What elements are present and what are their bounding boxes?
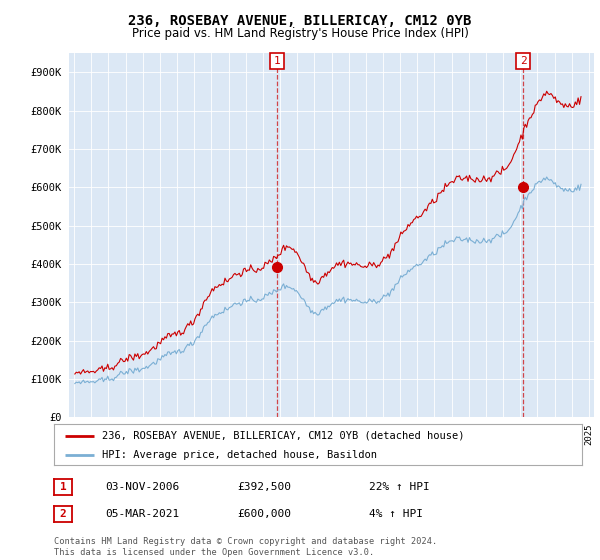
Text: HPI: Average price, detached house, Basildon: HPI: Average price, detached house, Basi… [101, 450, 377, 460]
Text: This data is licensed under the Open Government Licence v3.0.: This data is licensed under the Open Gov… [54, 548, 374, 557]
Text: Price paid vs. HM Land Registry's House Price Index (HPI): Price paid vs. HM Land Registry's House … [131, 27, 469, 40]
Text: 03-NOV-2006: 03-NOV-2006 [105, 482, 179, 492]
Text: 236, ROSEBAY AVENUE, BILLERICAY, CM12 0YB (detached house): 236, ROSEBAY AVENUE, BILLERICAY, CM12 0Y… [101, 431, 464, 441]
Text: £600,000: £600,000 [237, 509, 291, 519]
Text: 1: 1 [274, 56, 280, 66]
Text: 2: 2 [59, 509, 67, 519]
Text: 1: 1 [59, 482, 67, 492]
Text: 4% ↑ HPI: 4% ↑ HPI [369, 509, 423, 519]
Text: £392,500: £392,500 [237, 482, 291, 492]
Text: 236, ROSEBAY AVENUE, BILLERICAY, CM12 0YB: 236, ROSEBAY AVENUE, BILLERICAY, CM12 0Y… [128, 14, 472, 28]
Text: 2: 2 [520, 56, 527, 66]
Text: 22% ↑ HPI: 22% ↑ HPI [369, 482, 430, 492]
Text: 05-MAR-2021: 05-MAR-2021 [105, 509, 179, 519]
Text: Contains HM Land Registry data © Crown copyright and database right 2024.: Contains HM Land Registry data © Crown c… [54, 537, 437, 546]
